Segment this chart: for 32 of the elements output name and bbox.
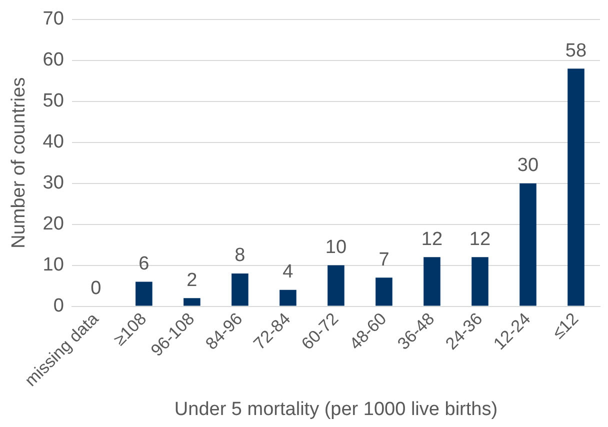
x-axis-title: Under 5 mortality (per 1000 live births) (174, 398, 498, 420)
y-tick-label: 0 (53, 296, 64, 317)
y-axis-title: Number of countries (8, 77, 30, 248)
bar (520, 183, 536, 306)
bar (232, 274, 248, 306)
data-label: 7 (378, 249, 390, 270)
y-tick-label: 30 (42, 172, 64, 194)
y-tick-label: 50 (42, 90, 64, 112)
data-label: 4 (282, 262, 294, 283)
bar (280, 290, 296, 306)
bar (472, 257, 488, 306)
data-label: 10 (325, 237, 347, 258)
data-label: 8 (234, 245, 246, 266)
data-label: 30 (517, 155, 539, 176)
data-label: 12 (469, 228, 491, 250)
y-tick-label: 40 (42, 132, 64, 153)
bar (424, 257, 440, 306)
y-tick-label: 10 (42, 254, 64, 276)
x-tick-label: ≤12 (548, 309, 582, 343)
bar (136, 282, 152, 306)
bar (376, 278, 392, 306)
y-tick-label: 70 (42, 8, 64, 30)
bar (184, 298, 200, 306)
bar (568, 68, 584, 306)
data-label: 12 (421, 228, 443, 250)
data-label: 0 (90, 278, 102, 300)
data-label: 58 (565, 40, 587, 62)
bar (328, 265, 344, 306)
y-tick-label: 60 (42, 50, 64, 71)
y-tick-label: 20 (42, 214, 64, 235)
data-label: 2 (186, 270, 198, 291)
data-label: 6 (138, 253, 150, 274)
